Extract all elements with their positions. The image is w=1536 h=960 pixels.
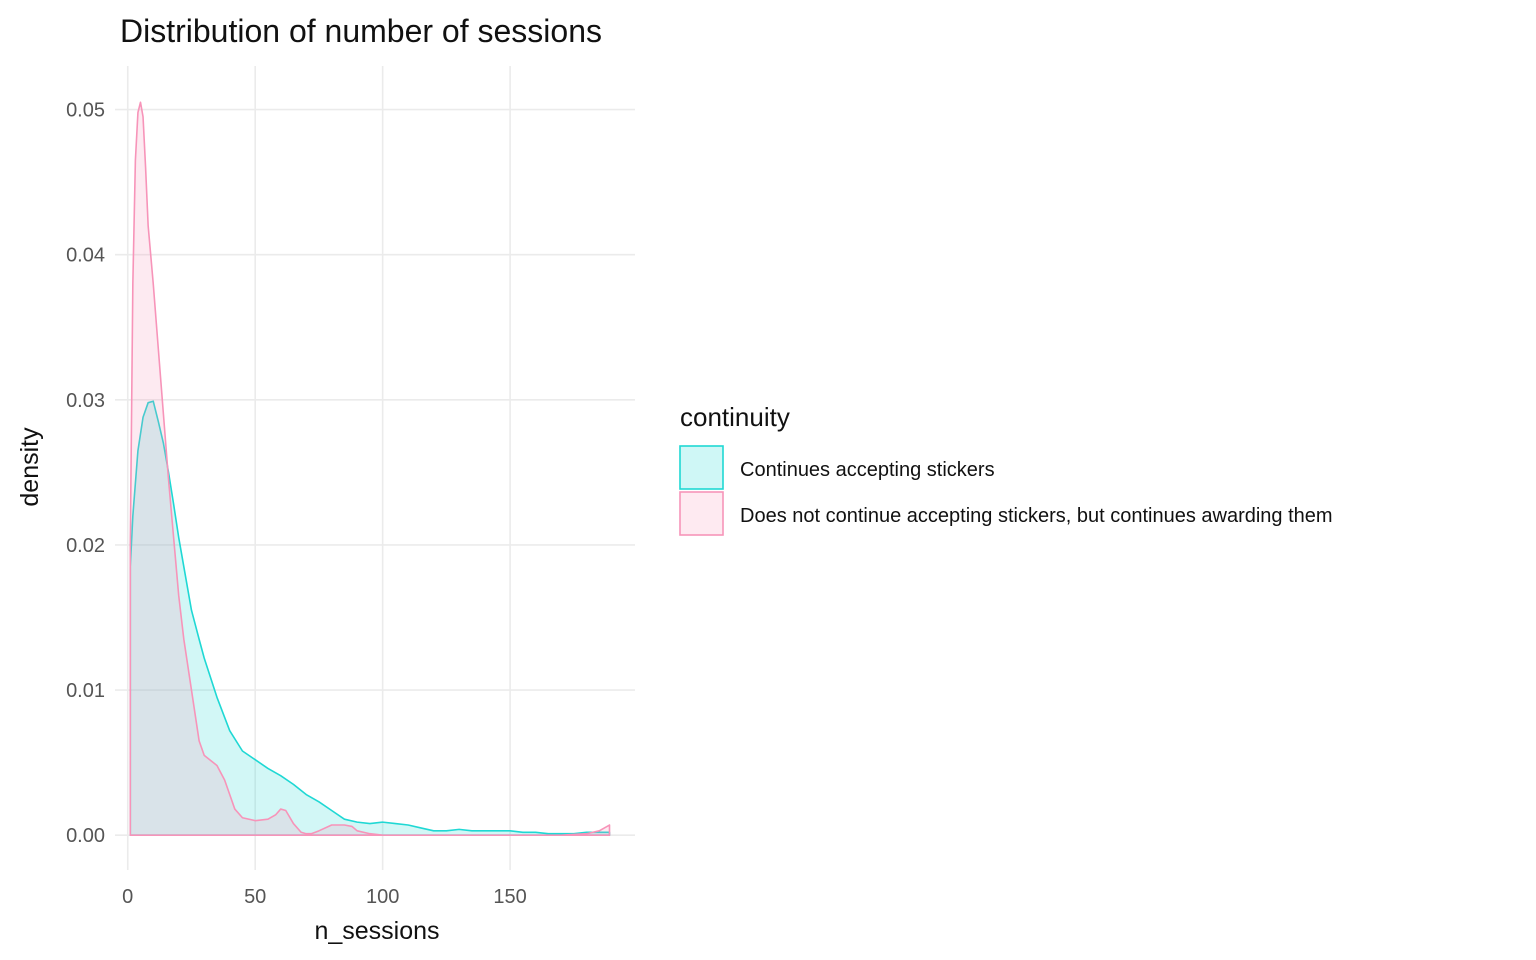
x-tick-label-1: 50 xyxy=(244,886,266,908)
y-tick-label-0: 0.00 xyxy=(66,825,105,847)
chart-title: Distribution of number of sessions xyxy=(120,13,602,49)
density-series xyxy=(129,101,611,836)
x-tick-label-3: 150 xyxy=(493,886,526,908)
legend-key-continues xyxy=(679,445,724,490)
y-tick-label-2: 0.02 xyxy=(66,535,105,557)
density-area-0 xyxy=(129,400,611,836)
legend: continuity Continues accepting stickers … xyxy=(679,402,1333,536)
y-axis-title: density xyxy=(16,427,44,507)
legend-title: continuity xyxy=(680,402,790,432)
y-tick-label-1: 0.01 xyxy=(66,680,105,702)
legend-label-does-not-continue: Does not continue accepting stickers, bu… xyxy=(740,505,1333,527)
density-area-1 xyxy=(129,101,611,836)
x-axis-title: n_sessions xyxy=(314,917,439,945)
legend-label-continues: Continues accepting stickers xyxy=(740,459,995,481)
y-tick-label-5: 0.05 xyxy=(66,100,105,122)
grid-lines xyxy=(115,66,635,870)
y-tick-label-3: 0.03 xyxy=(66,390,105,412)
x-tick-label-0: 0 xyxy=(122,886,133,908)
x-tick-label-2: 100 xyxy=(366,886,399,908)
legend-key-does-not-continue xyxy=(679,491,724,536)
x-axis-ticks: 0 50 100 150 xyxy=(122,886,527,908)
y-axis-ticks: 0.00 0.01 0.02 0.03 0.04 0.05 xyxy=(66,100,105,848)
y-tick-label-4: 0.04 xyxy=(66,245,105,267)
